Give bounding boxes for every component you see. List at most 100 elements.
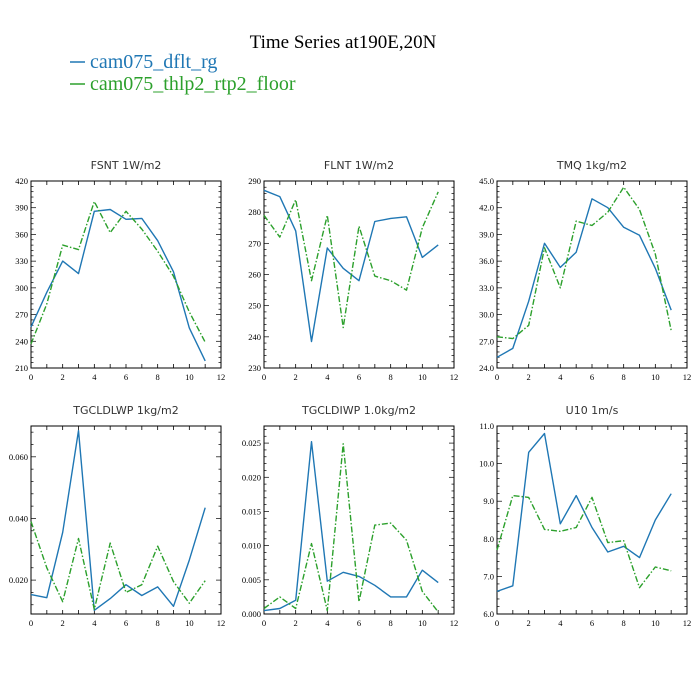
panel-title: TGCLDLWP 1kg/m2 [72,404,178,417]
y-tick-label: 330 [15,256,28,266]
y-tick-label: 0.060 [9,452,28,462]
x-tick-label: 10 [651,372,660,382]
panel-title: U10 1m/s [566,404,619,417]
y-tick-label: 0.020 [242,472,261,482]
panel-3: TGCLDLWP 1kg/m2 0 2 4 6 8 10 12 0.020 0.040 0.060 [9,404,225,628]
x-tick-label: 0 [29,618,33,628]
y-tick-label: 230 [248,363,261,373]
y-tick-label: 8.0 [483,534,494,544]
series-line-dflt [30,208,206,362]
figure-title: Time Series at190E,20N [250,32,437,53]
y-tick-label: 24.0 [479,363,494,373]
x-tick-label: 12 [450,618,459,628]
plot-frame [263,180,455,369]
series-line-floor [496,186,672,340]
x-tick-label: 10 [185,372,194,382]
y-tick-label: 300 [15,283,28,293]
legend: cam075_dflt_rg cam075_thlp2_rtp2_floor [70,51,296,95]
panel-title: TMQ 1kg/m2 [556,159,627,172]
x-tick-label: 12 [217,618,226,628]
x-tick-label: 8 [622,618,626,628]
x-tick-label: 12 [683,372,692,382]
x-tick-label: 12 [683,618,692,628]
x-tick-label: 10 [651,618,660,628]
x-tick-label: 4 [558,372,563,382]
plot-frame [496,425,688,615]
x-tick-label: 2 [61,372,65,382]
y-tick-label: 420 [15,176,28,186]
x-tick-label: 6 [124,372,128,382]
x-tick-label: 8 [389,618,393,628]
y-tick-label: 30.0 [479,310,494,320]
y-tick-label: 33.0 [479,283,494,293]
y-tick-label: 11.0 [479,421,494,431]
x-tick-label: 4 [92,618,97,628]
legend-label-floor: cam075_thlp2_rtp2_floor [90,73,296,95]
x-tick-label: 0 [262,618,266,628]
x-tick-label: 0 [262,372,266,382]
x-tick-label: 6 [590,618,594,628]
panel-title: TGCLDIWP 1.0kg/m2 [301,404,416,417]
plot-frame [30,180,222,369]
y-tick-label: 270 [15,310,28,320]
y-tick-label: 210 [15,363,28,373]
y-tick-label: 280 [248,207,261,217]
x-tick-label: 10 [185,618,194,628]
y-tick-label: 260 [248,270,261,280]
y-tick-label: 360 [15,229,28,239]
panel-2: TMQ 1kg/m2 0 2 4 6 8 10 12 24.0 27.0 30.0 33.0 36.0 3… [479,159,691,382]
y-tick-label: 27.0 [479,336,494,346]
series-line-floor [263,443,439,613]
x-tick-label: 2 [294,372,298,382]
series-line-floor [30,521,206,611]
x-tick-label: 8 [389,372,393,382]
x-tick-label: 4 [92,372,97,382]
series-line-floor [263,191,439,329]
x-tick-label: 6 [357,618,361,628]
y-tick-label: 0.010 [242,541,261,551]
plot-frame [30,425,222,615]
y-tick-label: 390 [15,203,28,213]
series-line-floor [30,200,206,345]
x-tick-label: 0 [495,372,499,382]
x-tick-label: 8 [156,618,160,628]
x-tick-label: 2 [294,618,298,628]
x-tick-label: 4 [325,618,330,628]
y-tick-label: 240 [15,336,28,346]
x-tick-label: 0 [29,372,33,382]
x-tick-label: 12 [217,372,226,382]
panel-title: FLNT 1W/m2 [324,159,394,172]
series-line-dflt [263,441,439,612]
y-tick-label: 240 [248,332,261,342]
plot-frame [263,425,455,615]
x-tick-label: 12 [450,372,459,382]
x-tick-label: 6 [124,618,128,628]
x-tick-label: 10 [418,372,427,382]
y-tick-label: 0.015 [242,506,261,516]
panel-5: U10 1m/s 0 2 4 6 8 10 12 6.0 7.0 8.0 9.0 10.0 11.0 [479,404,691,628]
x-tick-label: 8 [622,372,626,382]
panel-1: FLNT 1W/m2 0 2 4 6 8 10 12 230 240 250 260 270 280 290 [248,159,458,382]
series-line-dflt [30,429,206,611]
y-tick-label: 7.0 [483,571,494,581]
y-tick-label: 270 [248,238,261,248]
y-tick-label: 45.0 [479,176,494,186]
y-tick-label: 39.0 [479,229,494,239]
y-tick-label: 9.0 [483,496,494,506]
y-tick-label: 6.0 [483,609,494,619]
y-tick-label: 250 [248,301,261,311]
plot-frame [496,180,688,369]
panels: FSNT 1W/m20 2 4 6 8 10 12210240270300330360390… [9,159,691,628]
y-tick-label: 0.005 [242,575,261,585]
x-tick-label: 2 [527,618,531,628]
panel-title: FSNT 1W/m2 [91,159,162,172]
x-tick-label: 4 [325,372,330,382]
x-tick-label: 4 [558,618,563,628]
panel-4: TGCLDIWP 1.0kg/m2 0 2 4 6 8 10 12 0.000 0.005 0.01… [242,404,458,628]
series-line-dflt [496,198,672,358]
x-tick-label: 8 [156,372,160,382]
y-tick-label: 0.025 [242,438,261,448]
x-tick-label: 0 [495,618,499,628]
y-tick-label: 10.0 [479,459,494,469]
